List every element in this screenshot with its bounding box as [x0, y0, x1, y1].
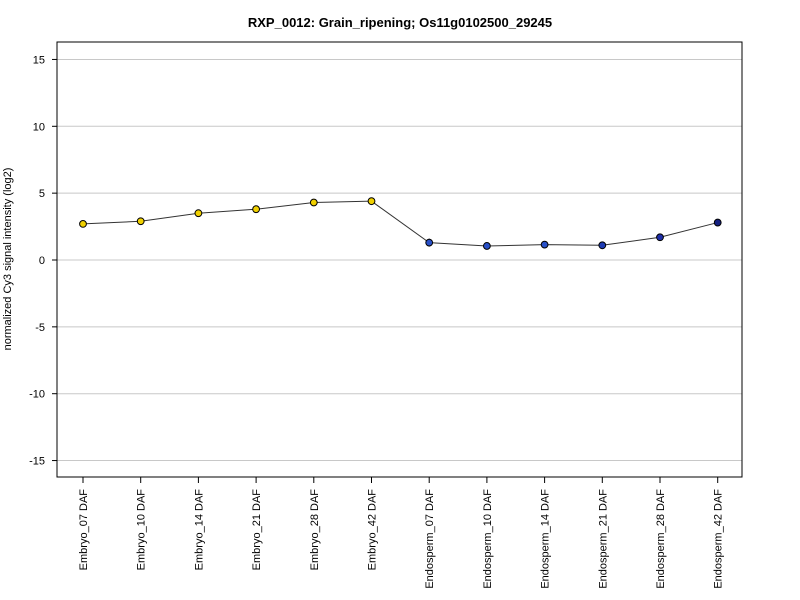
data-point: [540, 240, 549, 249]
data-point: [713, 218, 722, 227]
x-tick-label: Embryo_10 DAF: [136, 489, 148, 571]
x-tick-label: Endosperm_42 DAF: [713, 489, 725, 589]
x-tick-label: Endosperm_21 DAF: [597, 489, 609, 589]
x-axis: Embryo_07 DAF Embryo_10 DAF Embryo_14 DAF E…: [78, 477, 725, 589]
data-point: [367, 197, 376, 206]
x-tick-label: Endosperm_28 DAF: [655, 489, 667, 589]
y-axis: -15 -10 -5 0 5 10 15: [29, 54, 57, 468]
chart-title: RXP_0012: Grain_ripening; Os11g0102500_2…: [248, 15, 552, 30]
data-point: [136, 217, 145, 226]
x-tick-label: Embryo_42 DAF: [367, 489, 379, 571]
series-group: [79, 197, 722, 250]
data-point: [79, 220, 87, 228]
y-tick-label: 0: [39, 255, 45, 267]
y-tick-label: -5: [35, 322, 45, 334]
x-tick-label: Embryo_07 DAF: [78, 489, 90, 571]
x-tick-label: Endosperm_10 DAF: [482, 489, 494, 589]
data-point: [194, 209, 203, 218]
data-point: [598, 241, 607, 250]
y-tick-label: 5: [39, 188, 45, 200]
y-tick-label: 10: [33, 121, 45, 133]
x-tick-label: Endosperm_07 DAF: [424, 489, 436, 589]
y-tick-label: 15: [33, 54, 45, 66]
data-point: [656, 233, 664, 242]
series-line: [82, 200, 718, 247]
y-tick-label: -15: [29, 456, 45, 468]
y-tick-label: -10: [29, 389, 45, 401]
x-tick-label: Embryo_21 DAF: [251, 489, 263, 571]
x-tick-label: Embryo_14 DAF: [193, 489, 205, 571]
x-tick-label: Embryo_28 DAF: [309, 489, 321, 571]
x-tick-label: Endosperm_14 DAF: [540, 489, 552, 589]
grid-lines: [57, 58, 742, 462]
data-point: [309, 198, 318, 207]
data-point: [425, 238, 434, 247]
data-point: [483, 242, 491, 250]
data-point: [252, 205, 261, 214]
plot-frame: [56, 41, 743, 478]
y-axis-label: normalized Cy3 signal intensity (log2): [2, 168, 14, 351]
